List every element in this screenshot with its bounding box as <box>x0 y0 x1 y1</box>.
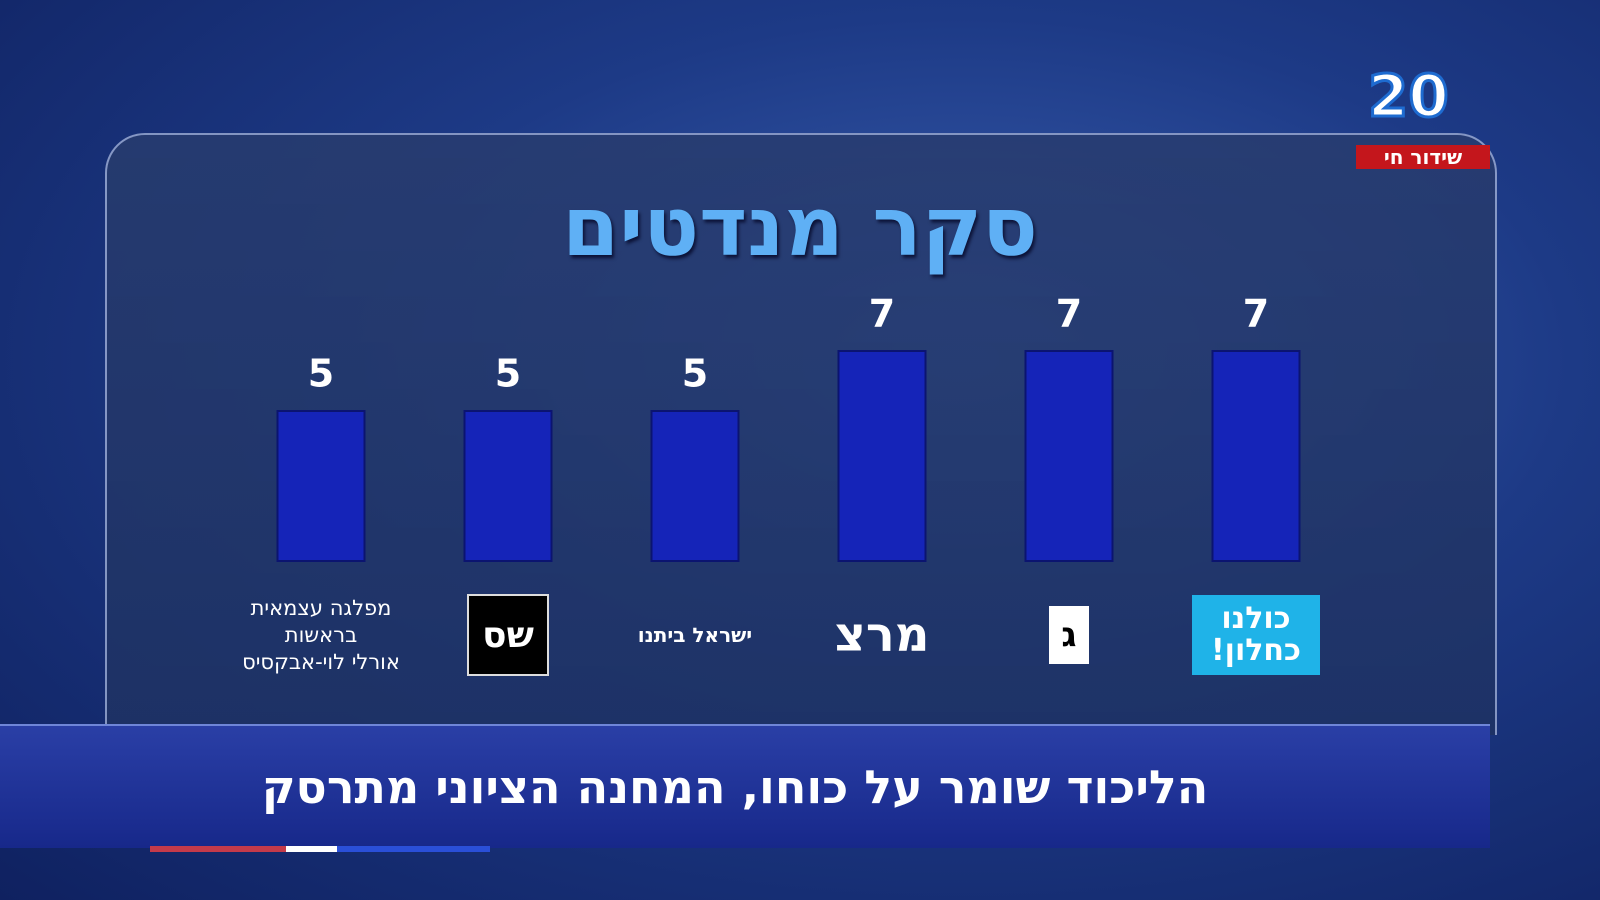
ticker-banner <box>0 724 1490 848</box>
category-label: כולנו כחלון! <box>1166 590 1346 680</box>
bar <box>276 410 366 562</box>
value-label: 7 <box>1243 292 1269 336</box>
party-logo: מרצ <box>834 607 930 663</box>
value-label: 5 <box>495 352 521 396</box>
stripe <box>150 846 490 852</box>
channel-logo: 20 <box>1367 61 1451 132</box>
party-logo: מפלגה עצמאית בראשות אורלי לוי-אבקסיס <box>242 595 400 674</box>
party-logo: ג <box>1049 606 1089 664</box>
bar <box>837 350 927 562</box>
value-label: 5 <box>308 352 334 396</box>
category-label: ג <box>979 590 1159 680</box>
value-label: 7 <box>869 292 895 336</box>
bar <box>1024 350 1114 562</box>
value-label: 7 <box>1056 292 1082 336</box>
bar <box>463 410 553 562</box>
category-label: מרצ <box>792 590 972 680</box>
party-logo: שס <box>467 594 549 676</box>
value-label: 5 <box>682 352 708 396</box>
party-logo: ישראל ביתנו <box>637 623 753 647</box>
live-badge: שידור חי <box>1356 145 1490 169</box>
category-label: מפלגה עצמאית בראשות אורלי לוי-אבקסיס <box>231 590 411 680</box>
chart-title: סקר מנדטים <box>562 180 1038 275</box>
headline: הליכוד שומר על כוחו, המחנה הציוני מתרסק <box>261 760 1209 814</box>
bar <box>650 410 740 562</box>
party-logo: כולנו כחלון! <box>1192 595 1320 675</box>
bar <box>1211 350 1301 562</box>
category-label: שס <box>418 590 598 680</box>
category-label: ישראל ביתנו <box>605 590 785 680</box>
